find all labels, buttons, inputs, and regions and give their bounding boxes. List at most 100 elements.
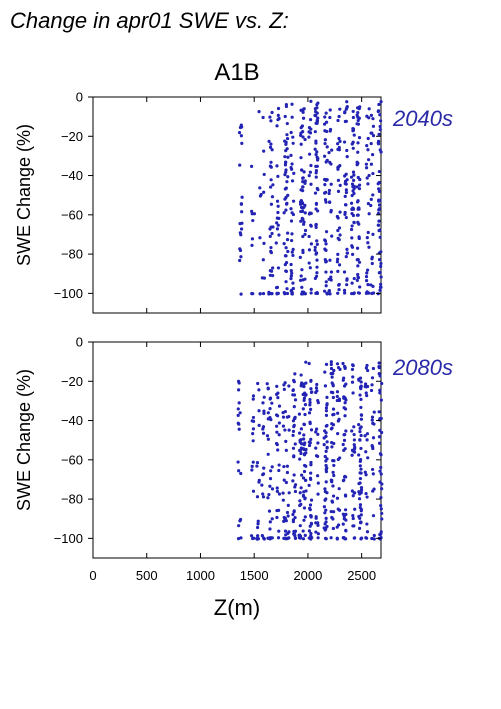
scatter-point	[291, 518, 295, 522]
scatter-point	[367, 116, 371, 120]
scatter-point	[358, 503, 363, 507]
scatter-point	[269, 160, 273, 164]
scatter-point	[240, 210, 244, 214]
scatter-point	[324, 178, 328, 182]
scatter-point	[315, 265, 319, 269]
scatter-point	[268, 269, 272, 273]
scatter-point	[314, 225, 318, 230]
scatter-point	[364, 391, 368, 395]
scatter-point	[350, 244, 354, 248]
scatter-point	[336, 189, 341, 193]
scatter-point	[238, 258, 242, 263]
scatter-point	[332, 368, 336, 373]
scatter-point	[351, 391, 355, 395]
scatter-point	[284, 186, 288, 190]
scatter-point	[308, 118, 313, 122]
scatter-point	[324, 409, 329, 413]
scatter-point	[332, 412, 336, 416]
scatter-point	[324, 508, 328, 512]
y-axis-label: SWE Change (%)	[14, 369, 34, 511]
scatter-point	[238, 163, 242, 167]
scatter-point	[251, 460, 255, 464]
scatter-point	[355, 122, 359, 126]
scatter-point	[371, 133, 376, 138]
scatter-point	[298, 499, 302, 503]
scatter-point	[350, 142, 354, 146]
scatter-point	[350, 236, 354, 240]
scatter-point	[269, 119, 273, 123]
scatter-point	[324, 248, 328, 252]
scatter-point	[364, 166, 369, 170]
scatter-point	[314, 454, 319, 458]
scatter-point	[314, 121, 318, 125]
scatter-point	[337, 114, 341, 119]
scatter-point	[309, 463, 313, 467]
period-label-2040s: 2040s	[392, 106, 453, 131]
scatter-point	[351, 115, 355, 120]
scatter-point	[330, 500, 335, 504]
scatter-point	[344, 215, 348, 220]
scatter-point	[267, 139, 271, 144]
scatter-point	[323, 454, 327, 459]
scatter-point	[239, 227, 244, 231]
scatter-point	[367, 107, 371, 111]
scatter-point	[322, 505, 327, 509]
scatter-point	[327, 188, 331, 193]
scatter-point	[344, 172, 348, 176]
scatter-point	[284, 104, 289, 109]
scatter-point	[377, 441, 382, 445]
scatter-point	[350, 453, 354, 457]
scatter-point	[298, 448, 303, 453]
scatter-point	[352, 536, 356, 540]
scatter-point	[309, 387, 313, 391]
scatter-point	[377, 271, 381, 275]
scatter-point	[372, 487, 376, 491]
scenario-label: A1B	[214, 59, 259, 86]
scatter-point	[269, 291, 274, 296]
scatter-point	[270, 401, 274, 405]
scatter-point	[359, 488, 364, 492]
scatter-point	[307, 234, 311, 239]
scatter-point	[275, 227, 280, 231]
scatter-point	[342, 376, 346, 380]
scatter-point	[349, 175, 354, 179]
scatter-point	[345, 247, 349, 251]
scatter-point	[315, 382, 319, 387]
scatter-point	[331, 484, 335, 488]
scatter-point	[239, 255, 243, 259]
scatter-point	[378, 469, 382, 473]
scatter-point	[343, 396, 347, 400]
scatter-point	[352, 450, 357, 454]
scatter-point	[377, 132, 381, 136]
scatter-point	[350, 224, 354, 228]
y-tick-label: −40	[61, 168, 83, 183]
scatter-point	[343, 414, 347, 418]
scatter-points	[237, 99, 383, 296]
scatter-point	[331, 395, 335, 400]
scatter-point	[330, 375, 334, 379]
scatter-point	[251, 394, 256, 398]
scatter-point	[261, 431, 266, 435]
scatter-point	[344, 382, 348, 386]
scatter-point	[366, 368, 370, 373]
scatter-point	[342, 364, 347, 369]
scatter-point	[314, 152, 318, 157]
scatter-point	[358, 430, 362, 434]
scatter-point	[292, 455, 296, 459]
scatter-point	[250, 212, 254, 216]
scatter-point	[291, 446, 296, 450]
scatter-point	[284, 519, 288, 523]
scatter-point	[370, 255, 374, 259]
scatter-point	[282, 383, 286, 387]
scatter-point	[276, 113, 280, 117]
scatter-point	[357, 260, 362, 264]
scatter-point	[274, 441, 279, 446]
scatter-point	[325, 403, 329, 407]
scatter-point	[281, 415, 286, 419]
scatter-point	[343, 407, 348, 411]
scatter-point	[301, 135, 305, 139]
scatter-point	[343, 475, 347, 479]
scatter-point	[283, 172, 287, 177]
scatter-point	[270, 517, 274, 521]
scatter-point	[380, 487, 384, 491]
